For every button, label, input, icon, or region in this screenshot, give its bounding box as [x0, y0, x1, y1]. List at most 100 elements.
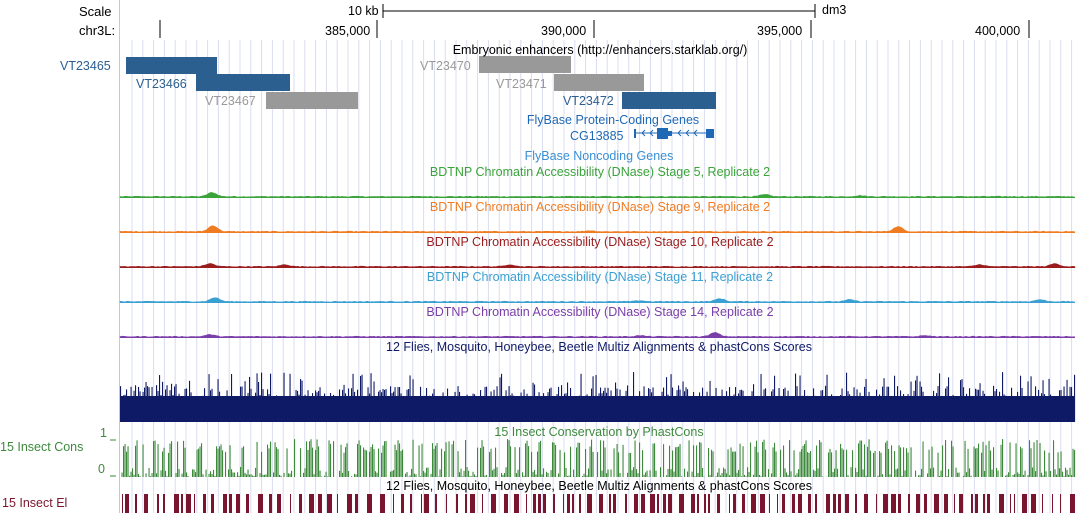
cons-bar — [1066, 469, 1068, 477]
multiz-bar — [390, 386, 392, 422]
multiz-bar — [624, 414, 626, 422]
cons-bar — [747, 467, 749, 477]
multiz-bar — [342, 389, 344, 422]
multiz-bar — [141, 404, 143, 422]
cons-bar — [480, 447, 482, 477]
multiz-bar — [933, 390, 935, 422]
cons-bar — [276, 447, 278, 477]
cons-bar — [1056, 474, 1058, 477]
cons-bar — [420, 476, 422, 477]
multiz-bar — [213, 402, 215, 422]
cons-bar — [127, 446, 129, 477]
cons-bar — [1024, 470, 1026, 477]
cons-bar — [930, 468, 932, 477]
elements-side-label[interactable]: 15 Insect El — [2, 496, 68, 510]
multiz-bar — [838, 415, 840, 422]
multiz-bar — [193, 414, 195, 422]
multiz-bar — [123, 395, 125, 422]
cons-bar — [291, 470, 293, 477]
conserved-element — [845, 494, 849, 513]
cons-bar — [789, 440, 791, 477]
multiz-bar — [930, 397, 932, 422]
enhancer-label[interactable]: VT23465 — [60, 59, 111, 73]
cons-bar — [619, 473, 621, 477]
multiz-bar — [180, 412, 182, 422]
enhancer-label[interactable]: VT23467 — [205, 94, 256, 108]
cons-bar — [451, 444, 453, 477]
enhancer-label[interactable]: VT23471 — [496, 77, 547, 91]
multiz-bar — [405, 396, 407, 422]
multiz-bar — [685, 387, 687, 422]
cons-bar — [636, 469, 638, 477]
cons-bar — [319, 470, 321, 477]
cons-bar — [414, 473, 416, 477]
multiz-bar — [619, 389, 621, 422]
multiz-bar — [1018, 406, 1020, 422]
cons-bar — [327, 476, 329, 477]
cons-ymax-label: 1 — [100, 426, 107, 440]
cons-bar — [252, 475, 254, 477]
multiz-bar — [573, 406, 575, 422]
cons-bar — [712, 451, 714, 477]
multiz-bar — [1059, 390, 1061, 422]
cons-bar — [867, 446, 869, 477]
multiz-bar — [466, 394, 468, 422]
multiz-bar — [334, 401, 336, 422]
cons-bar — [195, 472, 197, 477]
cons-bar — [130, 471, 132, 477]
conserved-element — [898, 494, 901, 513]
enhancer-label[interactable]: VT23472 — [563, 94, 614, 108]
cons-bar — [799, 451, 801, 477]
cons-bar — [178, 468, 180, 477]
cons-bar — [955, 467, 957, 477]
cons-bar — [1044, 450, 1046, 477]
cons-bar — [1039, 443, 1041, 477]
cons-bar — [153, 441, 155, 477]
cons-bar — [568, 475, 570, 477]
cons-bar — [610, 469, 612, 477]
cons-bar — [261, 451, 263, 477]
cons-bar — [175, 473, 177, 477]
multiz-bar — [147, 386, 149, 422]
multiz-bar — [529, 411, 531, 422]
multiz-bar — [993, 385, 995, 422]
multiz-bar — [676, 390, 678, 422]
multiz-bar — [640, 404, 642, 422]
cons-bar — [1035, 471, 1037, 477]
multiz-bar — [258, 381, 260, 422]
multiz-bar — [894, 375, 896, 422]
conserved-element — [777, 494, 778, 513]
multiz-bar — [501, 373, 503, 422]
conserved-element — [424, 494, 429, 513]
multiz-bar — [414, 400, 416, 422]
multiz-bar — [765, 388, 767, 422]
gene-label-cg13885[interactable]: CG13885 — [570, 129, 624, 143]
cons-bar — [1071, 475, 1073, 477]
enhancer-label[interactable]: VT23466 — [136, 77, 187, 91]
multiz-bar — [639, 391, 641, 422]
multiz-bar — [339, 389, 341, 422]
cons-bar — [918, 475, 920, 477]
cons-bar — [754, 446, 756, 477]
multiz-bar — [759, 410, 761, 422]
cons-bar — [321, 476, 323, 477]
multiz-bar — [205, 413, 207, 422]
enhancer-label[interactable]: VT23470 — [420, 59, 471, 73]
cons-bar — [427, 467, 429, 477]
multiz-bar — [295, 389, 297, 422]
multiz-bar — [903, 394, 905, 422]
multiz-bar — [967, 411, 969, 422]
multiz-bar — [192, 398, 194, 422]
cons-bar — [232, 472, 234, 477]
multiz-bar — [1047, 397, 1049, 422]
multiz-bar — [576, 410, 578, 422]
conserved-element — [258, 494, 263, 513]
multiz-bar — [975, 388, 977, 422]
cons-bar — [750, 442, 752, 477]
multiz-bar — [876, 389, 878, 422]
multiz-bar — [631, 411, 633, 422]
cons-side-label[interactable]: 15 Insect Cons — [0, 440, 84, 454]
multiz-bar — [514, 396, 516, 422]
